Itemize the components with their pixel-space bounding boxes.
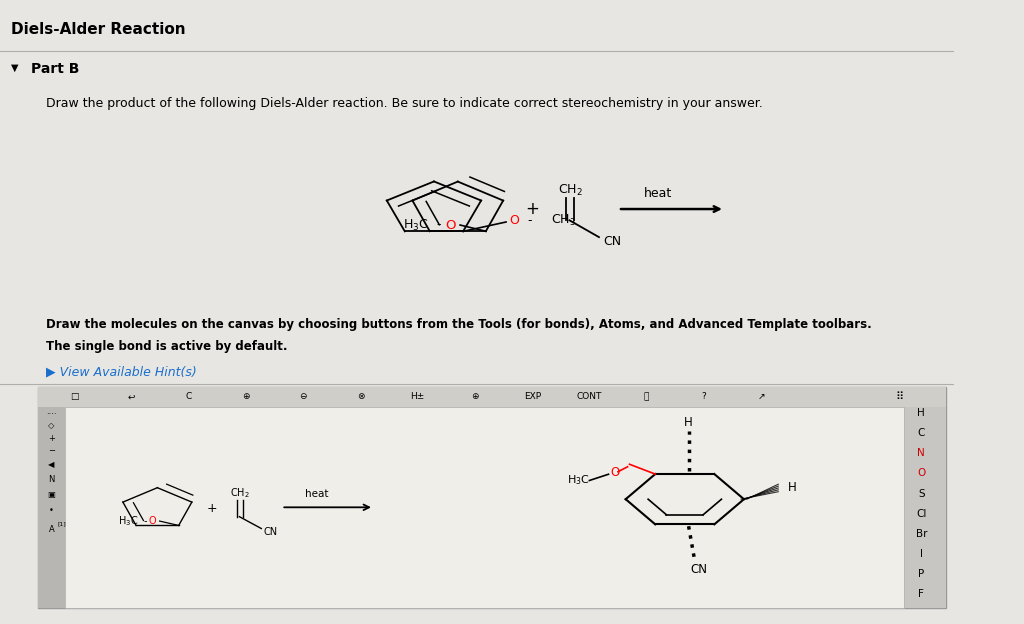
Bar [38,387,946,407]
Text: O: O [148,516,156,526]
Text: heat: heat [644,187,672,200]
Text: Draw the molecules on the canvas by choosing buttons from the Tools (for bonds),: Draw the molecules on the canvas by choo… [46,318,871,331]
Text: ?: ? [701,392,707,401]
Text: $\mathregular{CH_2}$: $\mathregular{CH_2}$ [230,486,250,500]
Text: ↩: ↩ [128,392,135,401]
Text: O: O [444,218,456,232]
Text: S: S [919,489,925,499]
Text: H: H [918,408,926,418]
Text: -: - [436,218,440,232]
Text: ⓘ: ⓘ [644,392,649,401]
Text: EXP: EXP [523,392,541,401]
Text: −: − [48,446,55,455]
Text: +: + [207,502,217,515]
Text: H: H [787,482,797,494]
Text: CN: CN [690,563,708,576]
Text: -: - [527,214,532,227]
Text: ....: .... [46,407,56,416]
Text: +: + [48,434,55,442]
Text: CONT: CONT [577,392,602,401]
Text: Cl: Cl [916,509,927,519]
Text: ⠿: ⠿ [895,392,903,402]
Text: $\mathregular{H_3C}$: $\mathregular{H_3C}$ [119,514,138,528]
Text: Part B: Part B [31,62,79,76]
Text: ▶ View Available Hint(s): ▶ View Available Hint(s) [46,365,197,378]
Text: [1]: [1] [57,522,66,527]
Text: A: A [48,525,54,534]
Text: P: P [919,569,925,579]
Text: H: H [684,416,693,429]
Text: ◀: ◀ [48,461,54,469]
Text: C: C [185,392,191,401]
Text: ◇: ◇ [48,421,54,430]
Text: ⊗: ⊗ [356,392,365,401]
Text: $\mathregular{H_3C}$: $\mathregular{H_3C}$ [403,217,429,233]
Text: ⊕: ⊕ [243,392,250,401]
Text: F: F [919,589,925,599]
Text: ↗: ↗ [758,392,765,401]
Text: heat: heat [305,489,329,499]
Bar [65,407,904,608]
Text: N: N [918,448,926,458]
Bar [904,407,946,608]
Bar [38,407,65,608]
Text: □: □ [70,392,79,401]
Text: O: O [610,467,620,479]
Text: Diels-Alder Reaction: Diels-Alder Reaction [11,22,186,37]
Text: C: C [918,428,925,438]
Text: Br: Br [915,529,927,539]
Text: $\mathregular{CH_3}$: $\mathregular{CH_3}$ [551,213,575,228]
Text: ▣: ▣ [47,490,55,499]
Text: •: • [49,506,54,515]
Text: CN: CN [603,235,621,248]
FancyBboxPatch shape [38,387,946,608]
Text: Draw the product of the following Diels-Alder reaction. Be sure to indicate corr: Draw the product of the following Diels-… [46,97,763,110]
Text: $\mathregular{CH_2}$: $\mathregular{CH_2}$ [558,183,583,198]
Text: The single bond is active by default.: The single bond is active by default. [46,340,288,353]
Text: -: - [143,516,147,526]
Text: ▼: ▼ [11,62,19,72]
Text: I: I [920,549,923,559]
Text: N: N [48,475,54,484]
Text: ⊖: ⊖ [300,392,307,401]
Text: CN: CN [263,527,278,537]
Text: $\mathregular{H_3C}$: $\mathregular{H_3C}$ [566,474,590,487]
Text: ⊕: ⊕ [471,392,479,401]
Text: O: O [509,214,519,227]
Text: +: + [525,200,539,218]
Text: O: O [918,469,926,479]
Text: H±: H± [411,392,425,401]
